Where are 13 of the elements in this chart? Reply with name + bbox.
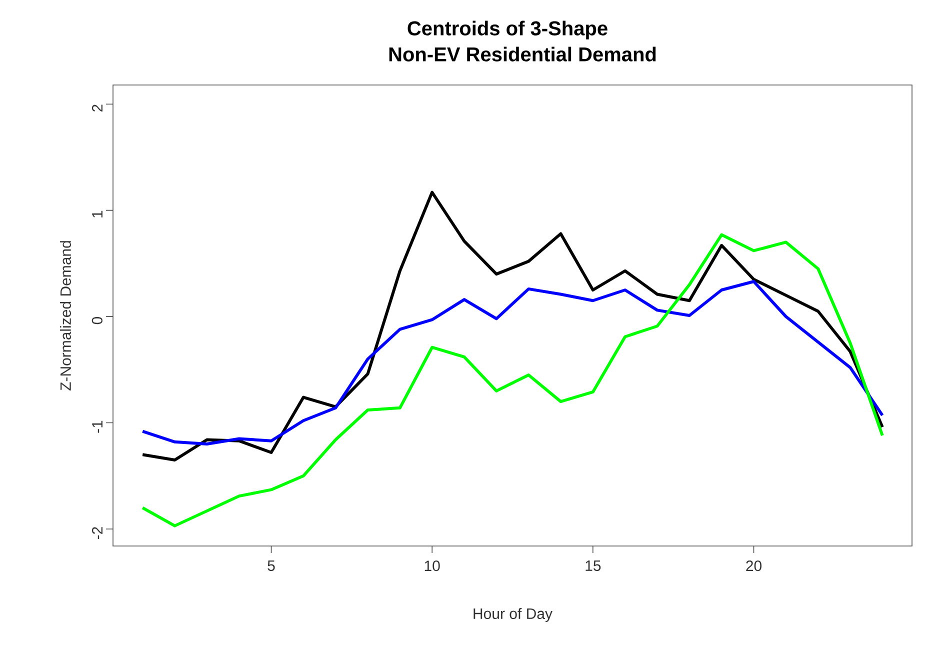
y-tick-label: -1 — [92, 420, 102, 433]
chart-title: Centroids of 3-Shape — [408, 20, 608, 40]
x-axis-title: Hour of Day — [474, 608, 552, 622]
chart-subtitle: Non-EV Residential Demand — [389, 46, 656, 62]
x-tick-label: 15 — [586, 560, 601, 571]
y-tick-label: 1 — [92, 210, 102, 218]
y-tick-label: 0 — [92, 316, 102, 324]
y-tick-label: 2 — [92, 104, 102, 112]
x-tick-label: 20 — [746, 560, 762, 572]
x-tick-label: 10 — [424, 560, 440, 572]
x-tick-label: 5 — [268, 560, 275, 571]
y-axis-title: Z-Normalized Demand — [60, 241, 71, 390]
y-tick-label: -2 — [92, 527, 102, 540]
